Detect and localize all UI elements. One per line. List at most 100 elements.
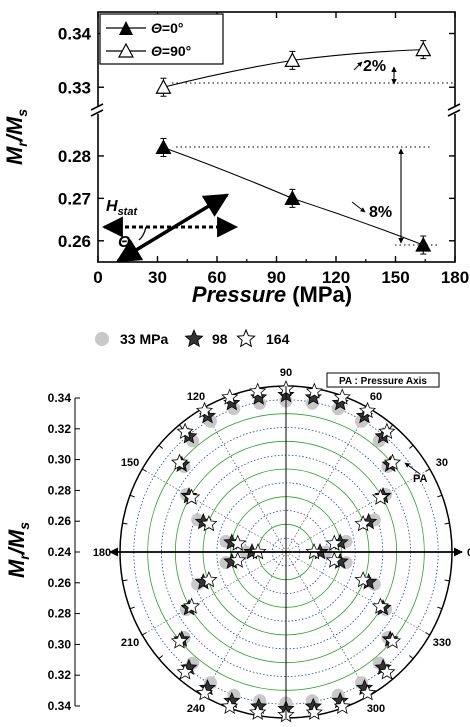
point-164mpa bbox=[195, 401, 214, 419]
y-tick-label: 0.26 bbox=[58, 232, 91, 251]
polar-angle-tick bbox=[158, 655, 163, 660]
point-164mpa bbox=[249, 382, 267, 399]
y-tick-label: 0.33 bbox=[58, 78, 91, 97]
y-axis-title: Mr/Ms bbox=[2, 109, 30, 165]
polar-chart: 33 MPa 98 164 PA : Pressure Axis 0 30 60 90… bbox=[4, 328, 470, 723]
point-164mpa bbox=[371, 488, 389, 505]
legend-label-theta0: Θ=0° bbox=[151, 20, 183, 36]
polar-legend-98: 98 bbox=[212, 331, 228, 347]
point-164mpa bbox=[183, 488, 201, 505]
polar-angle-tick bbox=[158, 444, 163, 449]
point-164mpa bbox=[170, 632, 189, 649]
data-point-open-triangle bbox=[415, 41, 432, 57]
filled-star-icon bbox=[184, 328, 204, 348]
point-164mpa bbox=[354, 514, 372, 532]
x-tick-label: 180 bbox=[441, 268, 469, 287]
angle-label: 120 bbox=[187, 391, 205, 403]
polar-angle-tick bbox=[122, 579, 128, 582]
change-annotations: 2% 8% bbox=[172, 58, 454, 246]
point-164mpa bbox=[333, 697, 351, 714]
point-164mpa bbox=[200, 570, 218, 588]
data-point-filled-triangle bbox=[155, 139, 172, 155]
point-164mpa bbox=[229, 534, 247, 551]
y-tick-label: 0.27 bbox=[58, 189, 91, 208]
x-tick-label: 90 bbox=[267, 268, 286, 287]
x-tick-label: 60 bbox=[208, 268, 227, 287]
x-tick-label: 0 bbox=[93, 268, 102, 287]
radial-tick-label: 0.32 bbox=[48, 422, 72, 436]
point-164mpa bbox=[371, 597, 389, 614]
angle-label: 30 bbox=[436, 457, 448, 469]
open-triangle-icon bbox=[117, 42, 135, 58]
point-164mpa bbox=[358, 401, 377, 419]
point-164mpa bbox=[200, 514, 218, 532]
angle-label: 300 bbox=[367, 703, 385, 715]
angle-label: 90 bbox=[280, 367, 292, 379]
angle-label: 330 bbox=[433, 637, 451, 649]
polar-legend-164: 164 bbox=[266, 331, 290, 347]
point-164mpa bbox=[354, 570, 372, 588]
pa-box bbox=[326, 372, 440, 388]
point-164mpa bbox=[229, 551, 247, 568]
angle-arc bbox=[138, 226, 147, 241]
radial-tick-label: 0.24 bbox=[48, 545, 72, 559]
point-164mpa bbox=[378, 422, 396, 440]
change-upper: 2% bbox=[363, 58, 386, 75]
legend: Θ=0° Θ=90° bbox=[99, 13, 224, 65]
polar-angle-tick bbox=[425, 468, 431, 472]
polar-legend-33: 33 MPa bbox=[120, 331, 168, 347]
radial-tick-label: 0.26 bbox=[48, 514, 72, 528]
radial-tick-label: 0.28 bbox=[48, 607, 72, 621]
polar-angle-tick bbox=[129, 494, 135, 498]
polar-angle-tick bbox=[122, 522, 128, 525]
point-164mpa bbox=[183, 597, 201, 614]
point-164mpa bbox=[221, 697, 239, 714]
pa-pointer bbox=[404, 462, 421, 475]
point-164mpa bbox=[195, 684, 214, 701]
polar-angle-tick bbox=[409, 655, 414, 660]
data-point-filled-triangle bbox=[284, 190, 301, 205]
point-164mpa bbox=[221, 388, 239, 405]
field-label: Hstat bbox=[106, 198, 138, 218]
point-164mpa bbox=[378, 663, 396, 680]
radial-tick-label: 0.34 bbox=[48, 391, 72, 405]
polar-legend: 33 MPa 98 164 bbox=[95, 328, 290, 348]
polar-angle-tick bbox=[444, 522, 450, 525]
radial-tick-label: 0.30 bbox=[48, 453, 72, 467]
point-98mpa bbox=[304, 388, 322, 405]
pa-box-label: PA : Pressure Axis bbox=[339, 376, 427, 387]
pressure-chart: 0 30 60 90 120 150 180 0.33 0.34 0.26 0.27 0.28 Θ=0… bbox=[2, 11, 469, 307]
point-164mpa bbox=[325, 551, 343, 568]
gray-circle-icon bbox=[95, 332, 109, 346]
angle-label: 240 bbox=[187, 703, 205, 715]
change-lower: 8% bbox=[369, 204, 392, 221]
filled-triangle-icon bbox=[119, 21, 133, 35]
axis-break-left bbox=[90, 103, 104, 117]
angle-label: 150 bbox=[121, 457, 139, 469]
x-tick-label: 30 bbox=[148, 268, 167, 287]
field-inset: Hstat Θ bbox=[101, 193, 239, 263]
polar-angle-tick bbox=[409, 444, 414, 449]
polar-angle-tick bbox=[141, 468, 147, 472]
point-164mpa bbox=[358, 684, 377, 701]
radial-tick-label: 0.32 bbox=[48, 668, 72, 682]
y-tick-label: 0.28 bbox=[58, 147, 91, 166]
point-164mpa bbox=[305, 703, 323, 720]
point-164mpa bbox=[249, 703, 267, 720]
radial-tick-label: 0.26 bbox=[48, 576, 72, 590]
pa-label: PA bbox=[413, 473, 428, 485]
angle-label: 210 bbox=[121, 637, 139, 649]
axis-break-right bbox=[447, 103, 461, 117]
radial-tick-label: 0.28 bbox=[48, 483, 72, 497]
polar-angle-tick bbox=[437, 606, 443, 610]
point-164mpa bbox=[383, 453, 402, 470]
point-164mpa bbox=[383, 632, 402, 649]
angle-label: 180 bbox=[93, 547, 111, 559]
point-98mpa bbox=[250, 388, 268, 405]
x-axis-title: Pressure (MPa) bbox=[192, 282, 352, 307]
open-star-icon bbox=[236, 328, 256, 348]
point-164mpa bbox=[176, 663, 194, 680]
radial-tick-label: 0.30 bbox=[48, 637, 72, 651]
data-point-open-triangle bbox=[284, 52, 301, 67]
radial-tick-label: 0.34 bbox=[48, 699, 72, 713]
